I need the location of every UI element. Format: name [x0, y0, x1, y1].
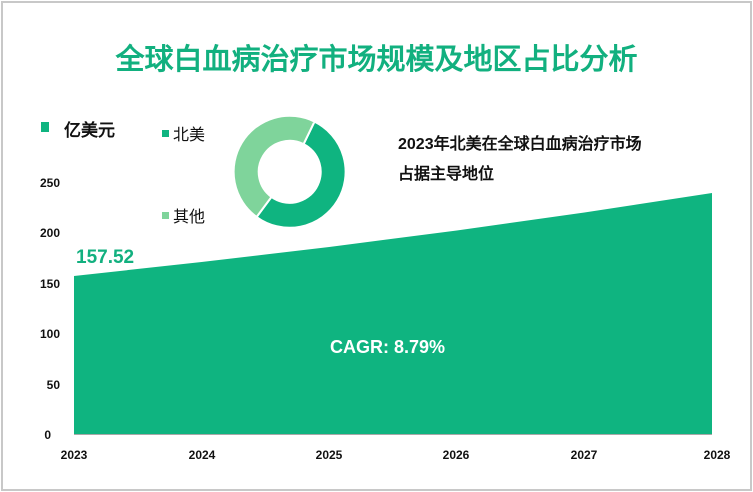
x-tick: 2023	[60, 448, 88, 462]
y-tick: 200	[39, 226, 60, 240]
donut-slice-north-america	[255, 120, 347, 229]
legend-label: 北美	[173, 127, 206, 144]
chart-title: 全球白血病治疗市场规模及地区占比分析	[115, 44, 638, 76]
y-tick: 250	[39, 176, 60, 190]
legend-label: 其他	[173, 209, 206, 226]
first-value-label: 157.52	[76, 247, 135, 268]
annotation-line-1: 2023年北美在全球白血病治疗市场	[398, 136, 642, 153]
cagr-label: CAGR: 8.79%	[330, 337, 446, 357]
y-tick: 100	[39, 327, 60, 341]
donut-slice-other	[232, 114, 316, 219]
legend-item-other: 其他	[162, 203, 205, 227]
unit-marker	[41, 122, 49, 132]
legend-swatch	[162, 211, 169, 219]
x-tick: 2028	[703, 448, 731, 462]
legend-item-north-america: 北美	[162, 121, 205, 145]
y-tick: 150	[39, 277, 60, 291]
y-tick: 50	[46, 378, 60, 392]
x-tick: 2027	[570, 448, 598, 462]
y-tick: 0	[44, 428, 51, 442]
annotation-line-2: 占据主导地位	[398, 166, 495, 183]
area-series	[74, 193, 712, 434]
x-tick: 2024	[188, 448, 216, 462]
x-tick: 2026	[442, 448, 470, 462]
unit-label: 亿美元	[64, 121, 115, 140]
legend-swatch	[162, 129, 169, 137]
annotation-text: 2023年北美在全球白血病治疗市场 占据主导地位	[398, 130, 718, 190]
x-tick: 2025	[315, 448, 343, 462]
donut-chart	[232, 114, 347, 229]
